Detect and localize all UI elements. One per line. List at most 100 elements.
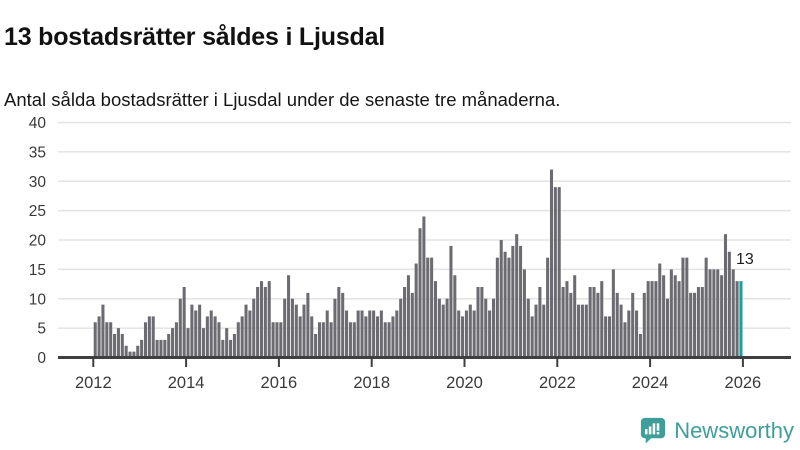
bar bbox=[499, 240, 503, 358]
bar bbox=[167, 334, 171, 358]
bar bbox=[716, 269, 720, 358]
bar bbox=[569, 292, 573, 358]
bar bbox=[635, 310, 639, 358]
bar bbox=[727, 251, 731, 358]
bar bbox=[507, 257, 511, 358]
bar bbox=[708, 269, 712, 358]
bar bbox=[522, 269, 526, 358]
bar bbox=[720, 275, 724, 358]
bar bbox=[534, 304, 538, 358]
bar bbox=[97, 316, 101, 358]
chart-subtitle: Antal sålda bostadsrätter i Ljusdal unde… bbox=[4, 88, 561, 110]
bar bbox=[681, 257, 685, 358]
bar bbox=[538, 287, 542, 358]
bar bbox=[287, 275, 291, 358]
bar bbox=[422, 216, 426, 358]
bar bbox=[109, 322, 113, 358]
bar bbox=[658, 263, 662, 358]
bar bbox=[232, 334, 236, 358]
bar bbox=[457, 310, 461, 358]
bar bbox=[426, 257, 430, 358]
bar bbox=[580, 304, 584, 358]
bar bbox=[573, 275, 577, 358]
bar bbox=[604, 316, 608, 358]
bar bbox=[225, 328, 229, 358]
bar bbox=[213, 316, 217, 358]
bar bbox=[484, 298, 488, 358]
page-title: 13 bostadsrätter såldes i Ljusdal bbox=[4, 22, 386, 51]
bar bbox=[654, 281, 658, 358]
x-tick-label: 2018 bbox=[353, 374, 390, 392]
bar bbox=[553, 187, 557, 358]
bar bbox=[221, 339, 225, 358]
bar bbox=[209, 310, 213, 358]
bar bbox=[252, 298, 256, 358]
bar bbox=[565, 281, 569, 358]
y-tick-label: 0 bbox=[37, 350, 46, 367]
x-tick-label: 2014 bbox=[168, 374, 205, 392]
bar bbox=[723, 234, 728, 358]
bar bbox=[151, 316, 155, 358]
bar bbox=[317, 322, 322, 358]
bar bbox=[561, 287, 565, 358]
bar bbox=[302, 304, 306, 358]
bar bbox=[136, 345, 140, 358]
bar-chart-glyph bbox=[645, 423, 660, 435]
bar bbox=[662, 275, 666, 358]
bar bbox=[360, 310, 364, 358]
bar bbox=[283, 298, 287, 358]
bar bbox=[403, 287, 407, 358]
bar bbox=[410, 292, 414, 358]
bar bbox=[198, 304, 202, 358]
bar bbox=[337, 287, 341, 358]
bar bbox=[375, 316, 380, 358]
bar bbox=[526, 298, 530, 358]
bar bbox=[577, 304, 581, 358]
bar bbox=[638, 334, 642, 358]
bar bbox=[333, 298, 337, 358]
bar bbox=[186, 328, 190, 358]
bar bbox=[190, 304, 194, 358]
bar bbox=[669, 269, 673, 358]
bar bbox=[236, 322, 240, 358]
bar bbox=[665, 298, 670, 358]
bar bbox=[461, 316, 465, 358]
bar bbox=[240, 316, 244, 358]
bar bbox=[364, 316, 368, 358]
bar bbox=[627, 310, 631, 358]
last-value-label: 13 bbox=[736, 251, 754, 268]
bar bbox=[294, 304, 298, 358]
bar bbox=[140, 339, 144, 358]
bar bbox=[321, 322, 325, 358]
bar bbox=[155, 339, 159, 358]
bar bbox=[279, 322, 283, 358]
bar bbox=[488, 310, 492, 358]
x-tick-label: 2020 bbox=[446, 374, 483, 392]
bar bbox=[696, 287, 700, 358]
bar bbox=[229, 339, 233, 358]
bar bbox=[132, 351, 136, 358]
newsworthy-logo: Newsworthy bbox=[638, 416, 794, 445]
bar bbox=[689, 292, 693, 358]
bar bbox=[348, 322, 352, 358]
bar bbox=[511, 245, 515, 358]
bar bbox=[248, 310, 252, 358]
bar bbox=[418, 228, 422, 358]
bar bbox=[329, 322, 333, 358]
bar bbox=[685, 257, 689, 358]
bar bbox=[205, 316, 209, 358]
bar bbox=[546, 257, 550, 358]
bar bbox=[646, 281, 650, 358]
bar bbox=[341, 292, 345, 358]
bar bbox=[128, 351, 132, 358]
bar bbox=[113, 334, 117, 358]
bar bbox=[259, 281, 264, 358]
bar bbox=[174, 322, 178, 358]
bar bbox=[314, 334, 318, 358]
bar bbox=[306, 292, 310, 358]
bar bbox=[383, 322, 387, 358]
bar bbox=[557, 187, 561, 358]
bar bbox=[673, 275, 677, 358]
x-tick-label: 2022 bbox=[539, 374, 576, 392]
bar bbox=[256, 287, 260, 358]
